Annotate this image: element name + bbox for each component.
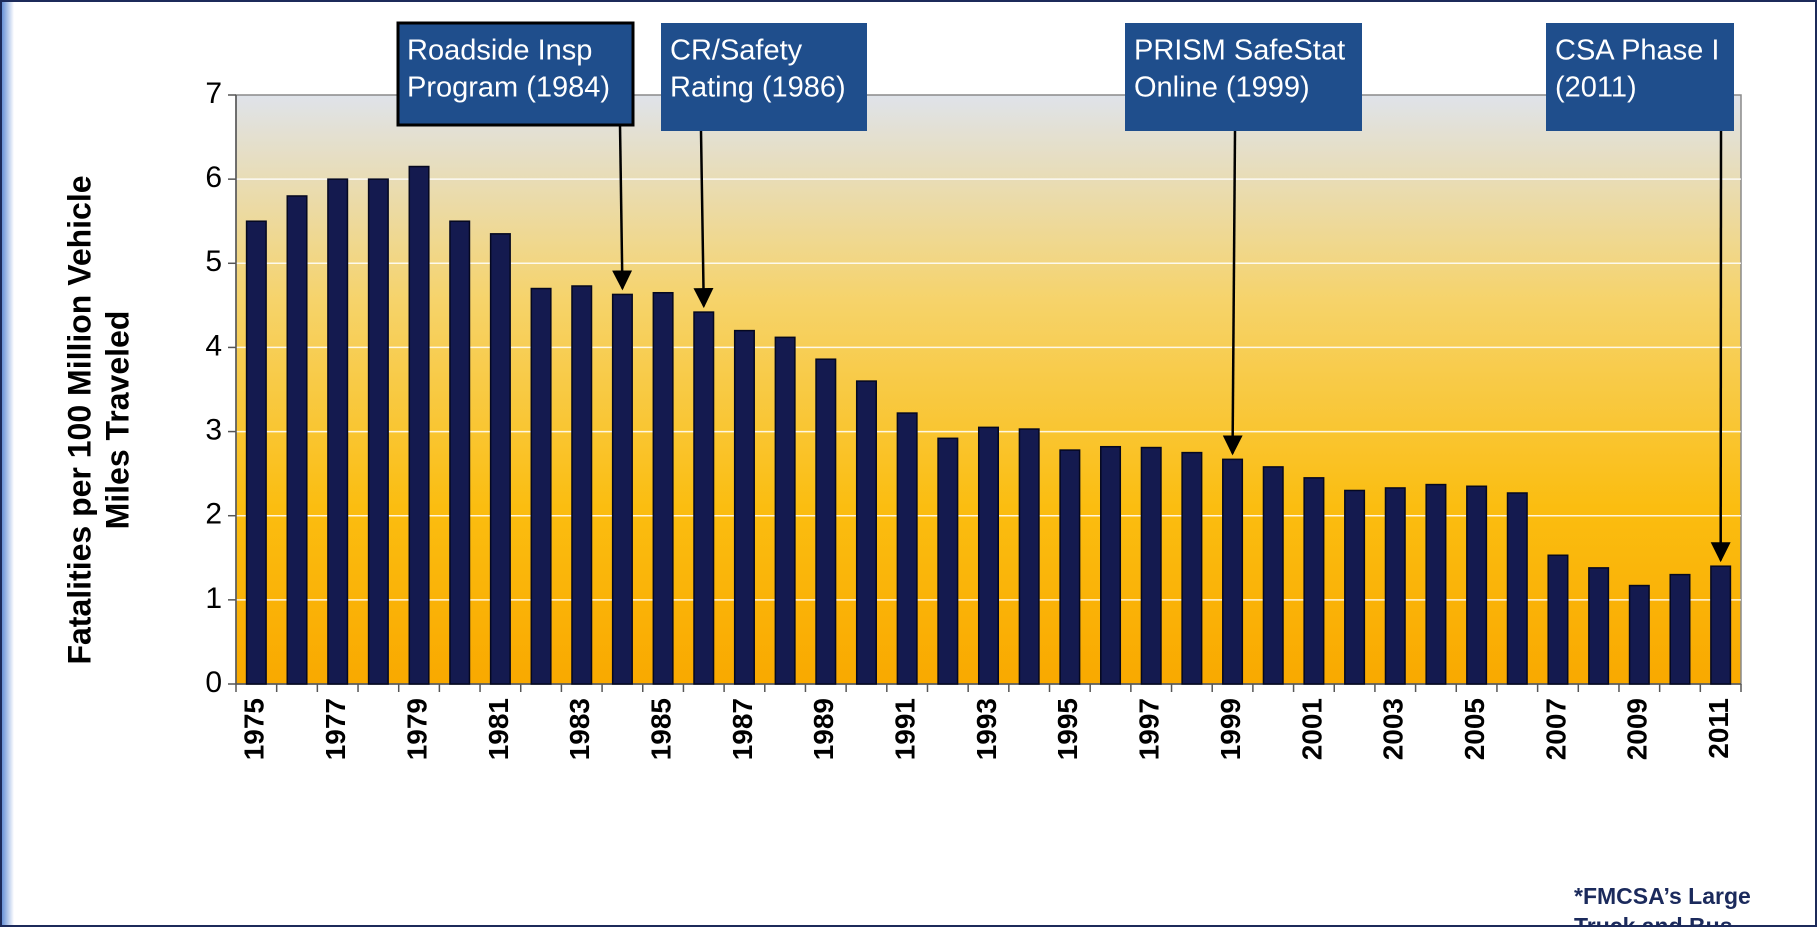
x-tick-label: 1987 bbox=[727, 698, 758, 760]
bar bbox=[449, 220, 471, 685]
bar bbox=[1466, 485, 1488, 685]
bar bbox=[1506, 492, 1528, 685]
x-tick-label: 1995 bbox=[1052, 698, 1083, 760]
annotation-text: CSA Phase I bbox=[1555, 35, 1719, 67]
y-axis-title: Miles Traveled bbox=[99, 311, 135, 530]
bar bbox=[1588, 567, 1610, 685]
x-tick-label: 2007 bbox=[1540, 698, 1571, 760]
bar bbox=[1628, 584, 1650, 685]
x-tick-label: 1991 bbox=[890, 698, 921, 760]
annotation-text: Roadside Insp bbox=[407, 35, 592, 67]
x-tick-label: 2003 bbox=[1378, 698, 1409, 760]
x-tick-label: 1997 bbox=[1134, 698, 1165, 760]
bar bbox=[693, 311, 715, 685]
x-tick-label: 1999 bbox=[1215, 698, 1246, 760]
bar bbox=[1384, 487, 1406, 685]
annotation-text: Program (1984) bbox=[407, 72, 610, 104]
bar bbox=[408, 165, 430, 685]
annotation-text: PRISM SafeStat bbox=[1134, 35, 1345, 67]
bar bbox=[367, 178, 389, 685]
bar bbox=[245, 220, 267, 685]
x-tick-label: 1993 bbox=[971, 698, 1002, 760]
footnote: Truck and Bus bbox=[1574, 913, 1732, 927]
bar bbox=[937, 437, 959, 685]
annotation-arrow bbox=[693, 130, 714, 309]
bar bbox=[815, 358, 837, 685]
x-tick-label: 2011 bbox=[1703, 698, 1734, 759]
bar bbox=[1425, 483, 1447, 685]
bar bbox=[611, 293, 633, 685]
bar bbox=[1100, 445, 1122, 685]
bar bbox=[1262, 466, 1284, 685]
y-tick-label: 3 bbox=[205, 413, 222, 446]
annotation-text: Rating (1986) bbox=[670, 72, 846, 104]
x-tick-label: 1975 bbox=[239, 698, 270, 760]
bar bbox=[327, 178, 349, 685]
annotation-text: CR/Safety bbox=[670, 35, 803, 67]
bar bbox=[977, 426, 1000, 685]
x-tick-label: 2001 bbox=[1296, 698, 1327, 760]
annotation-box bbox=[1125, 23, 1362, 131]
annotation-text: (2011) bbox=[1555, 72, 1637, 104]
y-tick-label: 7 bbox=[205, 77, 222, 110]
bar bbox=[1669, 573, 1691, 685]
x-tick-label: 2009 bbox=[1622, 698, 1653, 760]
annotation-box bbox=[396, 21, 635, 127]
bar bbox=[1344, 489, 1366, 685]
footnote: *FMCSA’s Large bbox=[1574, 883, 1751, 909]
x-tick-label: 1977 bbox=[320, 698, 351, 760]
bar bbox=[1710, 565, 1732, 685]
x-tick-label: 1989 bbox=[808, 698, 839, 760]
annotation-arrow bbox=[1222, 130, 1243, 456]
bar bbox=[1140, 446, 1162, 685]
x-tick-label: 1985 bbox=[645, 698, 676, 760]
bar bbox=[896, 412, 918, 685]
x-tick-label: 1979 bbox=[401, 698, 432, 760]
bar bbox=[1222, 458, 1244, 685]
bar bbox=[652, 291, 674, 685]
bar bbox=[1018, 428, 1040, 685]
y-tick-label: 5 bbox=[205, 245, 222, 278]
x-tick-label: 2005 bbox=[1459, 698, 1490, 760]
y-tick-label: 2 bbox=[205, 498, 222, 531]
bar bbox=[489, 233, 511, 685]
bar bbox=[571, 285, 593, 685]
annotation-text: Online (1999) bbox=[1134, 72, 1310, 104]
bar bbox=[530, 287, 552, 685]
bar bbox=[1181, 451, 1203, 685]
y-tick-label: 0 bbox=[205, 666, 222, 699]
y-tick-label: 1 bbox=[205, 582, 222, 615]
side-strip bbox=[0, 0, 14, 927]
y-tick-label: 6 bbox=[205, 161, 222, 194]
bar bbox=[855, 380, 877, 685]
x-tick-label: 1981 bbox=[483, 698, 514, 760]
y-axis-title: Fatalities per 100 Million Vehicle bbox=[61, 175, 97, 664]
bar bbox=[1303, 477, 1325, 685]
x-tick-label: 1983 bbox=[564, 698, 595, 760]
bar bbox=[286, 195, 308, 685]
bar bbox=[733, 329, 755, 685]
y-tick-label: 4 bbox=[205, 329, 222, 362]
annotation-box bbox=[1546, 23, 1734, 131]
bar bbox=[1547, 554, 1569, 685]
annotation-arrow bbox=[612, 124, 633, 291]
bar bbox=[774, 336, 796, 685]
bar bbox=[1059, 449, 1081, 685]
annotation-box bbox=[661, 23, 867, 131]
